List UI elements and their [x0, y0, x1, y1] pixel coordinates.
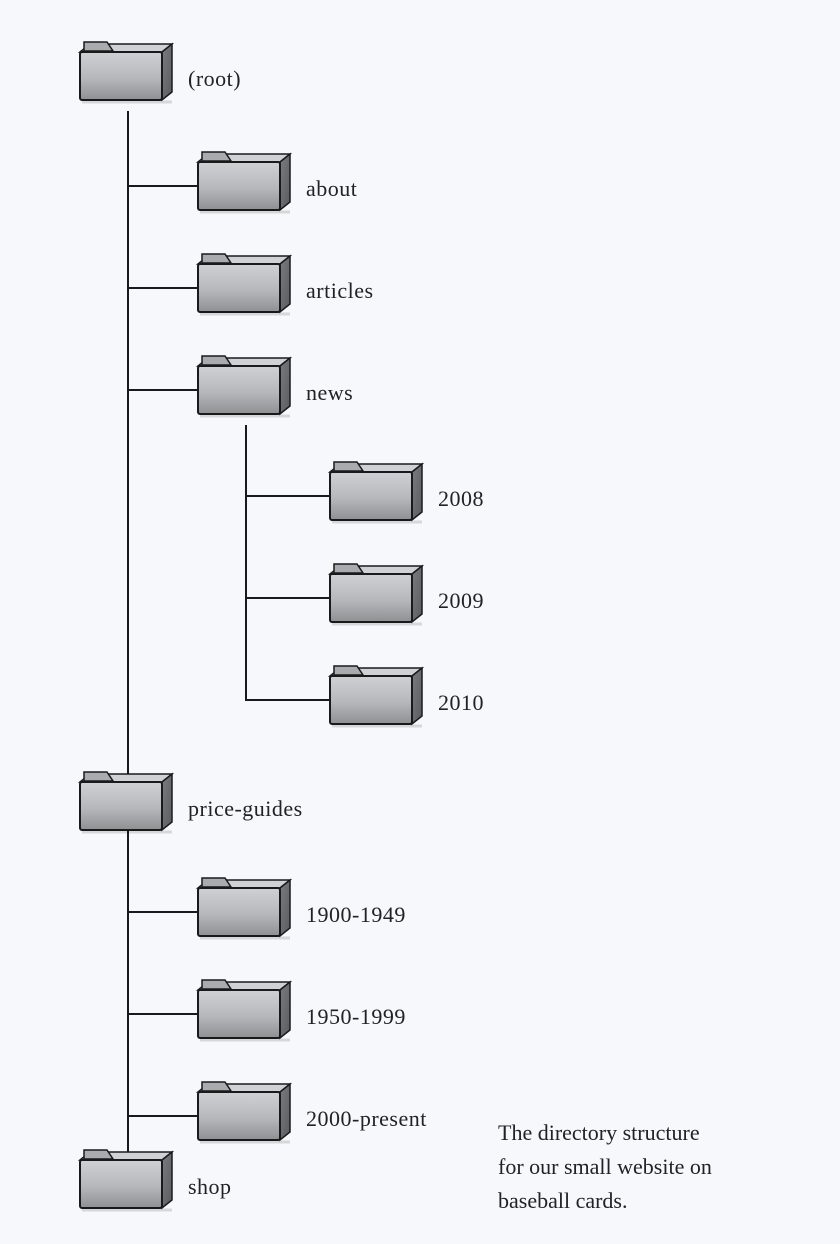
- folder-label: 2000-present: [306, 1106, 427, 1132]
- folder-shop: shop: [78, 1148, 232, 1225]
- folder-label: 1900-1949: [306, 902, 406, 928]
- folder-icon: [328, 664, 424, 741]
- folder-pg-1950-1999: 1950-1999: [196, 978, 406, 1055]
- folder-news: news: [196, 354, 353, 431]
- folder-articles: articles: [196, 252, 374, 329]
- folder-label: 1950-1999: [306, 1004, 406, 1030]
- folder-pg-2000-present: 2000-present: [196, 1080, 427, 1157]
- folder-label: 2009: [438, 588, 484, 614]
- folder-icon: [196, 1080, 292, 1157]
- folder-label: price-guides: [188, 796, 303, 822]
- folder-news-2008: 2008: [328, 460, 484, 537]
- directory-tree-diagram: (root) about articles news 2008 2009 201…: [0, 0, 840, 1244]
- folder-label: news: [306, 380, 353, 406]
- folder-icon: [196, 252, 292, 329]
- folder-icon: [328, 562, 424, 639]
- folder-news-2009: 2009: [328, 562, 484, 639]
- folder-news-2010: 2010: [328, 664, 484, 741]
- folder-icon: [196, 978, 292, 1055]
- folder-label: 2008: [438, 486, 484, 512]
- folder-icon: [78, 770, 174, 847]
- folder-icon: [196, 354, 292, 431]
- folder-pg-1900-1949: 1900-1949: [196, 876, 406, 953]
- folder-icon: [328, 460, 424, 537]
- folder-icon: [196, 150, 292, 227]
- folder-label: about: [306, 176, 357, 202]
- folder-icon: [78, 40, 174, 117]
- folder-label: 2010: [438, 690, 484, 716]
- folder-label: articles: [306, 278, 374, 304]
- folder-icon: [78, 1148, 174, 1225]
- caption-line: for our small website on: [498, 1154, 712, 1179]
- folder-label: shop: [188, 1174, 232, 1200]
- folder-icon: [196, 876, 292, 953]
- folder-label: (root): [188, 66, 241, 92]
- caption-line: The directory structure: [498, 1120, 700, 1145]
- diagram-caption: The directory structure for our small we…: [498, 1116, 712, 1218]
- folder-root: (root): [78, 40, 241, 117]
- caption-line: baseball cards.: [498, 1188, 628, 1213]
- folder-about: about: [196, 150, 357, 227]
- folder-price-guides: price-guides: [78, 770, 303, 847]
